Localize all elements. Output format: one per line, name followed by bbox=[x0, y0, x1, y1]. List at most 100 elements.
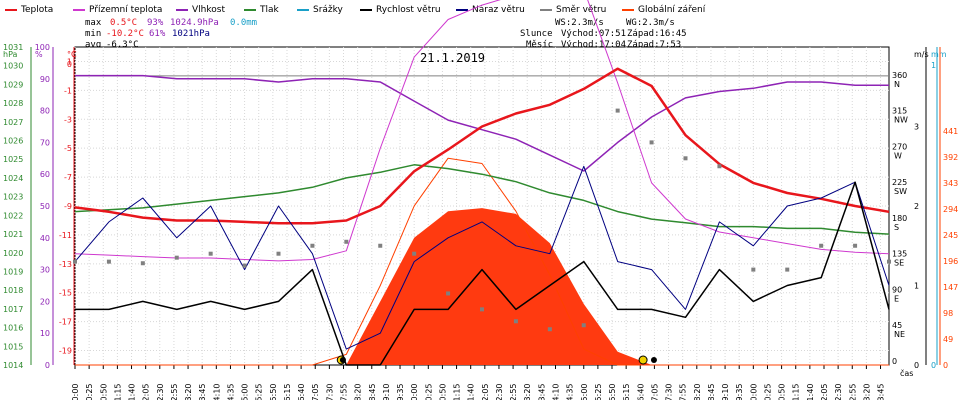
temperature-line bbox=[74, 67, 890, 225]
wm2-tick-label: 343 bbox=[943, 179, 958, 188]
wind-direction-point bbox=[853, 243, 858, 248]
wind-direction-point bbox=[242, 263, 247, 268]
pct-tick-label: 0 bbox=[45, 361, 50, 370]
wind-direction-tick-label: 135 bbox=[892, 250, 907, 259]
x-tick-label: 23:20 bbox=[862, 383, 871, 400]
wind-direction-point bbox=[378, 243, 383, 248]
pct-tick-label: 50 bbox=[40, 202, 50, 211]
temp-tick-label: -19 bbox=[59, 347, 72, 356]
moon-label: Měsíc bbox=[526, 40, 554, 50]
wind-direction-tick-label: 360 bbox=[892, 71, 907, 80]
stats-max-label: max bbox=[85, 18, 102, 28]
wind-direction-point bbox=[106, 259, 111, 264]
wind-direction-point bbox=[412, 251, 417, 256]
mm-tick-label: 0 bbox=[931, 361, 936, 370]
sun-label: Slunce bbox=[520, 29, 553, 39]
wm2-tick-label: 245 bbox=[943, 231, 958, 240]
wind-direction-point bbox=[446, 291, 451, 296]
wm2-tick-label: 392 bbox=[943, 153, 958, 162]
humidity-line bbox=[75, 74, 889, 172]
stats-max-temp: 0.5°C bbox=[110, 18, 138, 28]
wm2-tick-label: 147 bbox=[943, 283, 958, 292]
x-tick-label: 08:45 bbox=[368, 383, 377, 400]
mm-tick-label: 1 bbox=[931, 61, 936, 70]
temp-tick-label: -7 bbox=[64, 173, 72, 182]
x-tick-label: 00:00 bbox=[71, 383, 80, 400]
wm2-tick-label: 196 bbox=[943, 257, 958, 266]
wind-direction-point bbox=[649, 140, 654, 145]
wind-direction-tick-name: S bbox=[894, 223, 899, 232]
legend-item-teplota: Teplota bbox=[5, 4, 53, 16]
ms-axis-unit: m/s bbox=[914, 50, 929, 59]
x-tick-label: 22:55 bbox=[848, 383, 857, 400]
wind-direction-point bbox=[513, 319, 518, 324]
x-tick-label: 20:25 bbox=[763, 383, 772, 400]
wm2-tick-label: 49 bbox=[943, 335, 953, 344]
x-tick-label: 10:00 bbox=[410, 383, 419, 400]
x-tick-label: 21:40 bbox=[806, 383, 815, 400]
x-tick-label: 15:50 bbox=[608, 383, 617, 400]
pct-tick-label: 80 bbox=[40, 107, 50, 116]
hpa-tick-label: 1027 bbox=[3, 118, 23, 127]
temp-tick-label: -11 bbox=[59, 231, 72, 240]
stats-max-press: 1024.9hPa bbox=[170, 18, 219, 28]
ms-tick-label: 2 bbox=[914, 202, 919, 211]
wind-gust-info: WG:2.3m/s bbox=[626, 18, 675, 28]
pct-axis-unit: % bbox=[35, 50, 43, 59]
wind-direction-tick-label: 45 bbox=[892, 321, 902, 330]
x-tick-label: 19:35 bbox=[735, 383, 744, 400]
hpa-tick-label: 1022 bbox=[3, 211, 23, 220]
temp-tick-label: -9 bbox=[64, 202, 72, 211]
wind-direction-tick-label: 270 bbox=[892, 142, 907, 151]
legend-item-naraz-vetru: Náraz větru bbox=[456, 4, 525, 16]
stats-min-label: min bbox=[85, 29, 102, 39]
x-tick-label: 13:45 bbox=[537, 383, 546, 400]
stats-min-hum: 61% bbox=[149, 29, 166, 39]
x-tick-label: 01:15 bbox=[113, 383, 122, 400]
hpa-tick-label: 1014 bbox=[3, 361, 23, 370]
hpa-tick-label: 1021 bbox=[3, 230, 23, 239]
x-tick-label: 19:10 bbox=[721, 383, 730, 400]
wind-direction-point bbox=[581, 323, 586, 328]
wm2-tick-label: 441 bbox=[943, 127, 958, 136]
moonset-marker bbox=[339, 357, 346, 363]
wind-direction-point bbox=[174, 255, 179, 260]
legend-item-smer-vetru: Směr větru bbox=[540, 4, 606, 16]
x-tick-label: 14:35 bbox=[566, 383, 575, 400]
wind-direction-point bbox=[615, 108, 620, 113]
wind-direction-point bbox=[480, 307, 484, 312]
hpa-tick-label: 1030 bbox=[3, 62, 23, 71]
pct-tick-label: 70 bbox=[40, 138, 50, 147]
x-tick-label: 20:50 bbox=[778, 383, 787, 400]
wind-gust-line bbox=[74, 165, 890, 350]
moon-set: Západ:7:53 bbox=[627, 40, 682, 50]
x-tick-label: 02:55 bbox=[170, 383, 179, 400]
x-tick-label: 03:20 bbox=[184, 383, 193, 400]
wind-direction-point bbox=[73, 259, 77, 264]
x-tick-label: 15:25 bbox=[594, 383, 603, 400]
x-tick-label: 01:40 bbox=[128, 383, 137, 400]
wind-direction-tick-label: 90 bbox=[892, 285, 902, 294]
x-tick-label: 17:55 bbox=[679, 383, 688, 400]
wind-direction-tick-name: NW bbox=[894, 116, 908, 125]
legend-item-srazky: Srážky bbox=[297, 4, 343, 16]
x-tick-label: 17:30 bbox=[665, 383, 674, 400]
legend-item-vlhkost: Vlhkost bbox=[176, 4, 225, 16]
x-tick-label: 10:50 bbox=[438, 383, 447, 400]
legend-item-rychlost-vetru: Rychlost větru bbox=[360, 4, 441, 16]
wind-speed-info: WS:2.3m/s bbox=[555, 18, 604, 28]
stats-min-press: 1021hPa bbox=[172, 29, 210, 39]
x-tick-label: 00:25 bbox=[85, 383, 94, 400]
temp-tick-label: -5 bbox=[64, 144, 72, 153]
temp-tick-label: 1 bbox=[67, 57, 72, 66]
pct-tick-label: 90 bbox=[40, 75, 50, 84]
temp-tick-label: -13 bbox=[59, 260, 72, 269]
x-tick-label: 10:25 bbox=[424, 383, 433, 400]
moon-rise: Východ:17:04 bbox=[561, 40, 627, 50]
pressure-line bbox=[74, 164, 890, 235]
wind-direction-tick-name: N bbox=[894, 80, 900, 89]
hpa-tick-label: 1025 bbox=[3, 155, 23, 164]
clear-sky-radiation-line bbox=[75, 157, 889, 366]
x-tick-label: 05:50 bbox=[269, 383, 278, 400]
hpa-tick-label: 1029 bbox=[3, 80, 23, 89]
